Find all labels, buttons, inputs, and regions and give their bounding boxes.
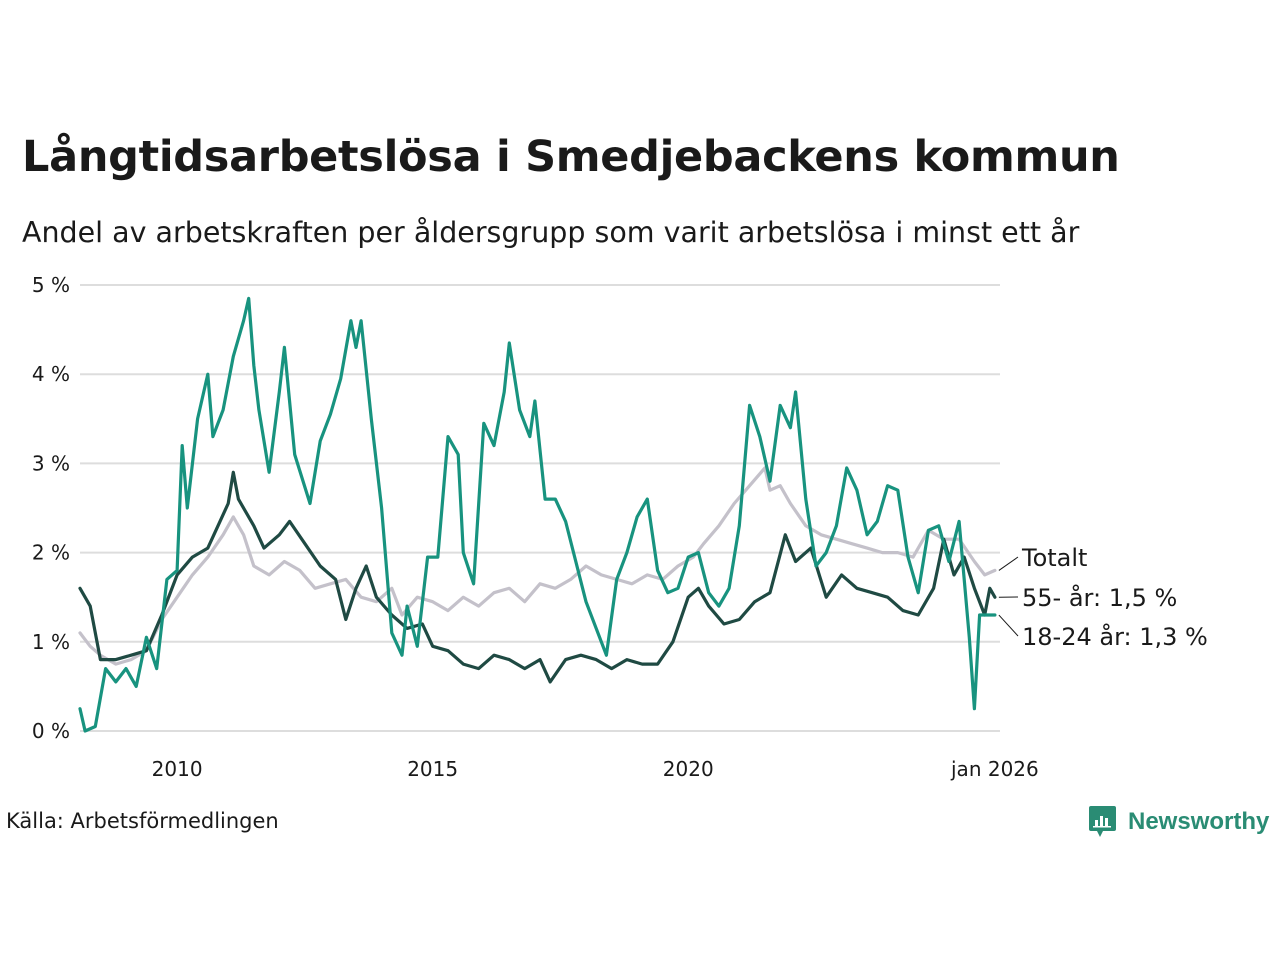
leader-line-age18 (998, 614, 1019, 637)
y-axis: 0 % 1 % 2 % 3 % 4 % 5 % (32, 273, 70, 743)
newsworthy-logo-icon (1089, 806, 1116, 837)
series-label-age55: 55- år: 1,5 % (1022, 583, 1177, 612)
x-tick-label: 2015 (407, 757, 458, 781)
chart-subtitle: Andel av arbetskraften per åldersgrupp s… (22, 216, 1080, 249)
x-tick-label: 2010 (152, 757, 203, 781)
series-label-age18: 18-24 år: 1,3 % (1022, 622, 1208, 651)
x-tick-label: 2020 (663, 757, 714, 781)
grid-layer (80, 284, 1000, 732)
y-tick-label: 0 % (32, 719, 70, 743)
y-tick-label: 1 % (32, 630, 70, 654)
series-layer (78, 296, 997, 733)
leader-line-totalt (998, 556, 1019, 571)
x-axis: 2010 2015 2020 jan 2026 (152, 757, 1039, 781)
series-label-totalt: Totalt (1021, 544, 1087, 572)
series-labels: Totalt 55- år: 1,5 % 18-24 år: 1,3 % (998, 544, 1208, 651)
source-note: Källa: Arbetsförmedlingen (6, 809, 279, 833)
y-tick-label: 5 % (32, 273, 70, 297)
chart-title: Långtidsarbetslösa i Smedjebackens kommu… (22, 132, 1120, 182)
y-tick-label: 4 % (32, 362, 70, 386)
series-line-age55 (78, 470, 997, 684)
x-tick-label: jan 2026 (950, 757, 1039, 781)
series-line-totalt (78, 466, 997, 666)
newsworthy-logo-text: Newsworthy (1128, 808, 1270, 835)
y-tick-label: 3 % (32, 451, 70, 475)
series-line-age18 (78, 296, 997, 733)
newsworthy-logo: Newsworthy (1088, 805, 1269, 839)
y-tick-label: 2 % (32, 541, 70, 565)
